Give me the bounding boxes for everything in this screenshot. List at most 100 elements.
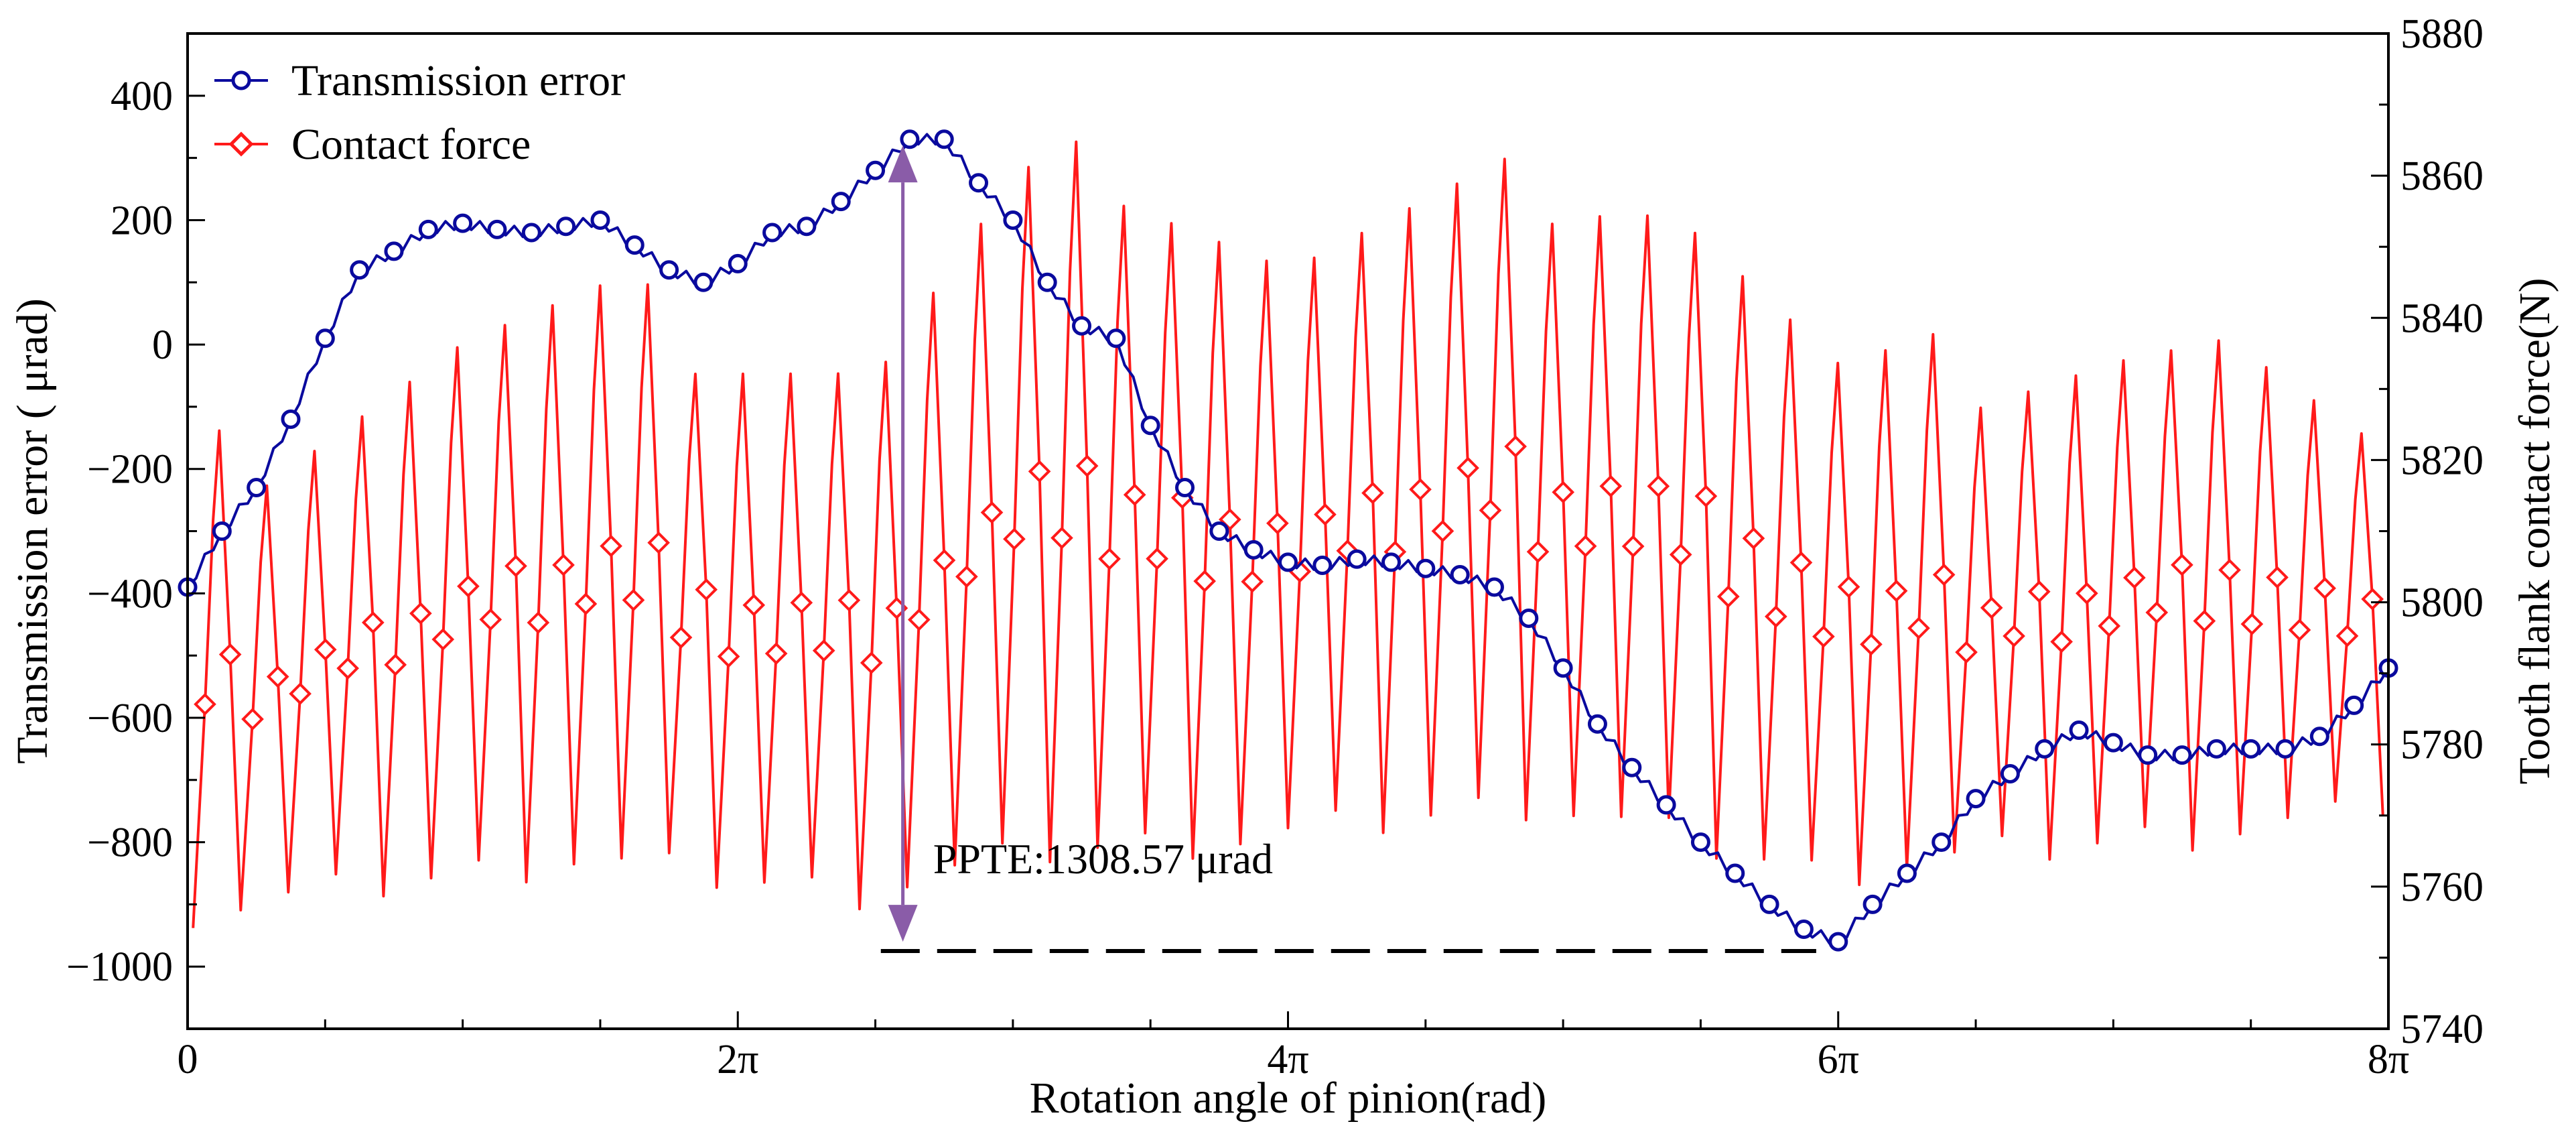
contact-force-point <box>1526 540 1550 564</box>
y-right-tick-label: 5820 <box>2400 438 2484 483</box>
y-right-tick-label: 5860 <box>2400 153 2484 199</box>
transmission-error-point <box>556 216 576 237</box>
contact-force-point <box>1479 499 1502 522</box>
transmission-error-point <box>1106 328 1126 349</box>
contact-force-point <box>574 592 598 615</box>
contact-force-point <box>600 534 622 558</box>
transmission-error-point <box>934 129 954 149</box>
transmission-error-point <box>969 173 989 193</box>
transmission-error-point <box>2241 739 2261 759</box>
contact-force-point <box>837 588 861 612</box>
contact-force-point <box>1552 481 1575 504</box>
y-right-tick-label: 5760 <box>2400 865 2484 910</box>
transmission-error-point <box>2172 745 2192 765</box>
y-left-axis-title: Transmission error ( μrad) <box>8 298 57 764</box>
contact-force-point <box>742 594 766 617</box>
contact-force-point <box>860 651 883 674</box>
transmission-error-point <box>624 235 645 255</box>
legend-marker-transmission-error <box>231 70 251 90</box>
contact-force-point <box>1955 641 1978 664</box>
contact-force-point <box>2027 580 2051 603</box>
transmission-error-point <box>1897 863 1917 883</box>
contact-force-point <box>1669 543 1692 566</box>
contact-force-point <box>907 608 931 631</box>
y-right-tick-label: 5780 <box>2400 722 2484 768</box>
contact-force-point <box>1860 633 1883 656</box>
y-right-tick-label: 5880 <box>2400 11 2484 57</box>
contact-force-point <box>2050 630 2073 653</box>
y-left-tick-labels: 400 200 0 −200 −400 −600 −800 −1000 <box>66 74 173 990</box>
transmission-error-point <box>247 478 267 498</box>
y-left-tick-label: 400 <box>111 74 173 119</box>
x-tick-label: 8π <box>2368 1037 2409 1082</box>
contact-force-point <box>266 665 289 688</box>
contact-force-point <box>1050 526 1073 550</box>
ppte-arrow-head-top <box>888 145 918 183</box>
transmission-error-point <box>1966 789 1986 809</box>
contact-force-point <box>527 611 550 634</box>
contact-force-point <box>1098 548 1121 570</box>
transmission-error-point <box>590 210 610 230</box>
contact-force-point <box>1241 570 1264 593</box>
transmission-error-point <box>659 260 679 280</box>
contact-force-point <box>241 708 264 731</box>
contact-force-point <box>2193 609 2216 633</box>
contact-force-point <box>479 608 502 631</box>
contact-force-point <box>1647 475 1670 498</box>
y-left-tick-label: −600 <box>87 696 173 741</box>
contact-force-point <box>1146 547 1168 570</box>
contact-force-point <box>289 682 312 705</box>
contact-force-point <box>2288 619 2311 641</box>
y-left-tick-label: −400 <box>87 571 173 617</box>
contact-force-point <box>717 645 740 668</box>
transmission-error-point <box>384 241 404 261</box>
transmission-error-point <box>1278 552 1298 572</box>
contact-force-point <box>1361 481 1384 505</box>
x-tick-labels: 0 2π 4π 6π 8π <box>178 1037 2410 1082</box>
transmission-error-point <box>1175 478 1195 498</box>
contact-force-point <box>409 602 432 625</box>
transmission-error-point <box>1622 757 1642 777</box>
contact-force-point <box>1075 454 1099 478</box>
contact-force-point <box>2123 566 2146 589</box>
contact-force-point <box>2266 566 2289 589</box>
y-left-tick-label: −1000 <box>66 944 173 990</box>
contact-force-point <box>457 574 480 598</box>
contact-force-point <box>1431 519 1454 543</box>
transmission-error-point <box>315 328 335 349</box>
y-right-tick-label: 5840 <box>2400 296 2484 341</box>
transmission-error-point <box>521 223 541 243</box>
legend-marker-contact-force <box>228 131 254 157</box>
transmission-error-point <box>350 260 370 280</box>
transmission-error-point <box>212 521 232 541</box>
transmission-error-point <box>2206 739 2226 759</box>
transmission-error-point <box>2344 695 2364 715</box>
contact-force-point <box>1574 535 1597 558</box>
transmission-error-point <box>1690 832 1710 853</box>
series-line-contact-force <box>192 140 2384 928</box>
x-tick-label: 6π <box>1818 1037 1859 1082</box>
contact-force-point <box>314 638 337 661</box>
contact-force-point <box>2313 576 2336 600</box>
contact-force-point <box>695 578 718 601</box>
contact-force-point <box>790 591 813 615</box>
contact-force-point <box>552 554 575 576</box>
contact-force-point <box>431 628 455 651</box>
contact-force-point <box>1621 535 1645 558</box>
transmission-error-point <box>418 219 438 239</box>
contact-force-point <box>1980 596 2003 619</box>
transmission-error-point <box>1381 552 1401 572</box>
y-right-tick-labels: 5880 5860 5840 5820 5800 5780 5760 5740 <box>2400 11 2484 1052</box>
transmission-error-point <box>1656 795 1676 815</box>
transmission-error-point <box>2035 739 2055 759</box>
contact-force-point <box>1003 527 1026 551</box>
contact-force-point <box>1599 475 1623 498</box>
transmission-error-point <box>1140 416 1160 436</box>
legend-label-transmission-error: Transmission error <box>291 56 625 105</box>
contact-force-point <box>194 692 216 716</box>
transmission-error-point <box>831 192 851 212</box>
contact-force-point <box>336 657 359 680</box>
contact-force-point <box>1907 617 1930 640</box>
transmission-error-point <box>281 409 301 429</box>
